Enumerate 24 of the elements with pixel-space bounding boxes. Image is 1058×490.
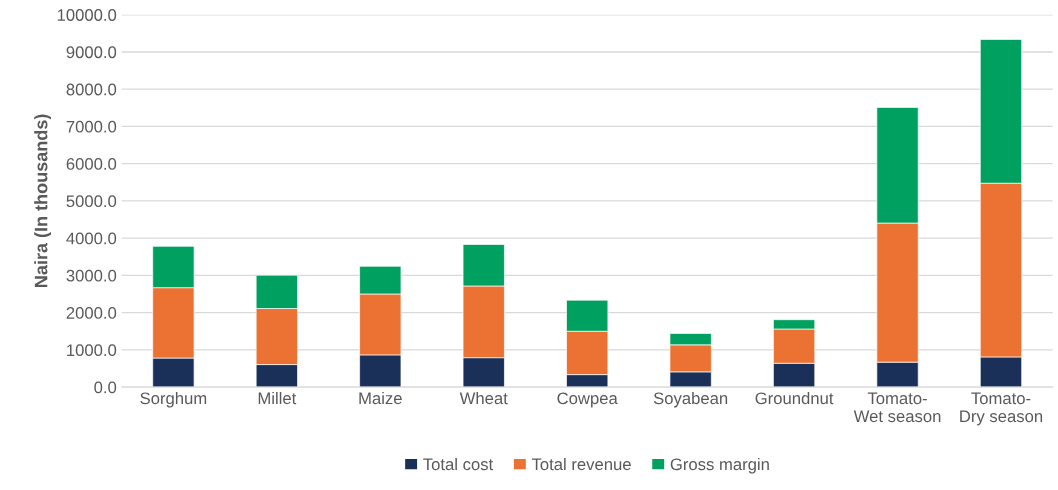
x-tick-label: Tomato- Wet season	[853, 392, 941, 423]
x-tick-label: Millet	[258, 391, 297, 405]
x-tick-label: Soyabean	[653, 391, 728, 408]
y-tick-label: 0.0	[94, 381, 117, 394]
legend-label: Total revenue	[531, 457, 631, 471]
y-tick-label: 5000.0	[66, 195, 117, 208]
x-tick-label: Groundnut	[755, 391, 834, 405]
y-tick-label: 2000.0	[66, 307, 117, 319]
y-tick-label: 4000.0	[66, 232, 117, 245]
x-tick-label: Maize	[359, 391, 402, 405]
y-axis-title: Naira (In thousands)	[34, 114, 52, 287]
legend-label: Gross margin	[670, 457, 769, 474]
y-tick-label: 3000.0	[66, 269, 117, 282]
x-tick-label: Tomato- Dry season	[960, 392, 1043, 426]
y-tick-label: 7000.0	[66, 120, 117, 133]
y-tick-label: 10000.0	[57, 9, 117, 21]
x-tick-label: Sorghum	[140, 391, 207, 408]
x-tick-label: Cowpea	[557, 392, 618, 408]
legend-label: Total cost	[423, 457, 494, 471]
y-tick-label: 8000.0	[66, 83, 117, 96]
y-tick-label: 1000.0	[67, 344, 117, 357]
x-tick-label: Wheat	[459, 391, 508, 405]
y-tick-label: 6000.0	[66, 158, 117, 170]
y-tick-label: 9000.0	[66, 46, 117, 59]
